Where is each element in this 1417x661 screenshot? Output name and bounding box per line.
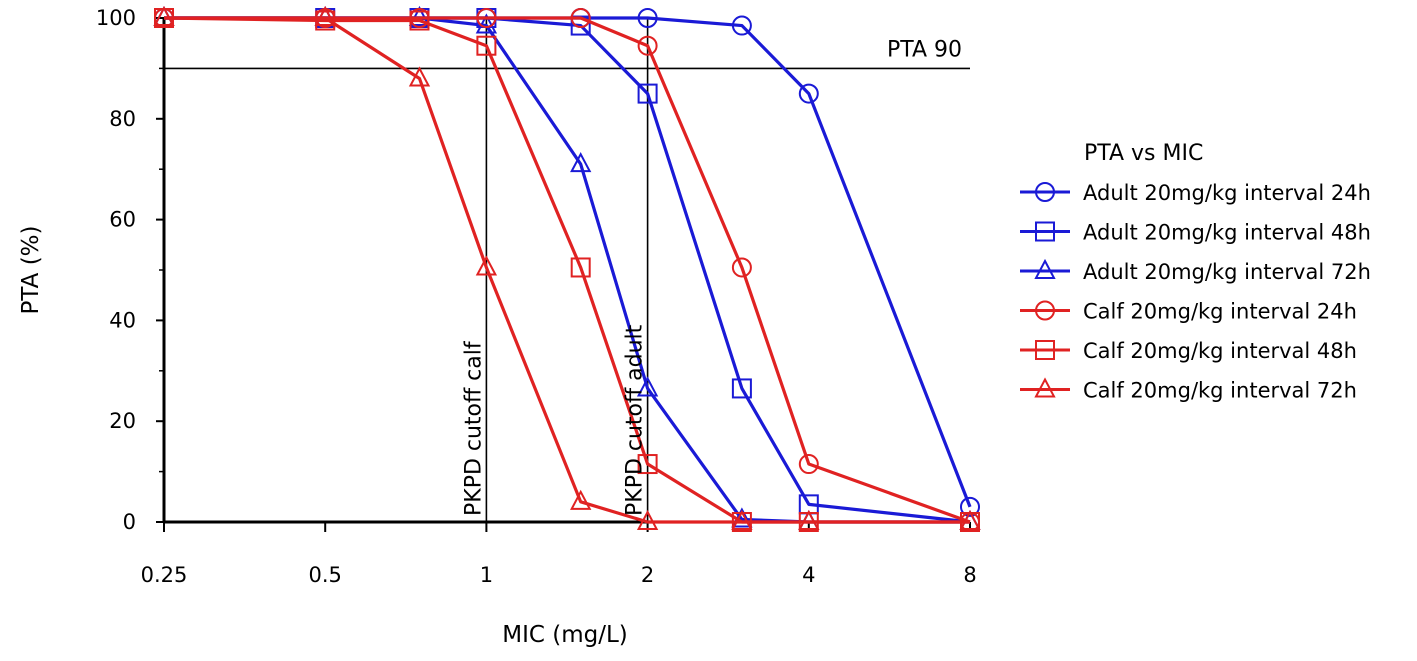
legend-swatch-marker (1035, 340, 1055, 360)
series-2 (153, 5, 981, 530)
legend-title: PTA vs MIC (1084, 141, 1203, 166)
data-point-circle (570, 8, 591, 28)
series-0 (154, 8, 980, 517)
y-axis-title: PTA (%) (18, 226, 44, 315)
legend-label: Calf 20mg/kg interval 48h (1083, 339, 1357, 363)
legend-swatch-marker (1034, 258, 1056, 279)
data-point-circle (798, 83, 819, 104)
data-point-circle (731, 15, 752, 36)
series-line (163, 16, 970, 524)
data-point-square (637, 83, 658, 104)
data-point-square (637, 454, 658, 475)
legend-item: Calf 20mg/kg interval 72h (1020, 377, 1357, 403)
series-4 (154, 8, 980, 532)
y-tick-label: 100 (96, 6, 136, 30)
legend-swatch-marker (1034, 377, 1056, 398)
legend-swatch-marker (1035, 182, 1055, 202)
series-layer (153, 5, 981, 532)
data-point-square (409, 10, 430, 31)
data-point-circle (637, 35, 658, 56)
series-line (164, 16, 970, 524)
legend-label: Adult 20mg/kg interval 48h (1083, 221, 1371, 245)
legend-item: Calf 20mg/kg interval 48h (1020, 339, 1357, 363)
legend-label: Calf 20mg/kg interval 72h (1083, 379, 1357, 403)
reference-label-pta90: PTA 90 (887, 37, 962, 62)
axes-layer: 0 20 40 60 80 100 0.25 0.5 1 2 4 8 MIC (mg/L) PTA (%) (18, 6, 977, 648)
data-point-triangle (314, 5, 336, 26)
legend-item: Adult 20mg/kg interval 48h (1020, 221, 1371, 245)
data-point-triangle (731, 509, 753, 530)
legend-item: Calf 20mg/kg interval 24h (1020, 300, 1357, 324)
legend-label: Adult 20mg/kg interval 24h (1083, 181, 1371, 205)
x-tick-label: 8 (963, 563, 976, 587)
data-point-circle (960, 496, 980, 517)
data-point-square (315, 10, 336, 31)
data-point-triangle (475, 13, 498, 34)
data-point-triangle (475, 255, 498, 276)
labels-layer: PTA 90 PKPD cutoff calf PKPD cutoff adult (461, 37, 962, 516)
data-point-circle (637, 8, 658, 28)
series-5 (153, 5, 981, 530)
x-tick-label: 0.5 (308, 563, 341, 587)
x-axis-title: MIC (mg/L) (502, 622, 628, 648)
data-point-triangle (570, 152, 592, 173)
legend-item: Adult 20mg/kg interval 24h (1020, 181, 1371, 205)
data-point-circle (476, 8, 497, 28)
legend-item: Adult 20mg/kg interval 72h (1020, 258, 1371, 284)
reference-label-cutoff-1: PKPD cutoff calf (461, 340, 486, 516)
series-line (164, 16, 971, 524)
y-tick-label: 0 (123, 510, 136, 534)
y-tick-label: 20 (109, 409, 136, 433)
data-point-circle (798, 454, 819, 475)
x-tick-label: 2 (641, 563, 654, 587)
x-tick-label: 4 (802, 563, 815, 587)
y-tick-label: 80 (109, 107, 136, 131)
y-tick-label: 40 (109, 308, 136, 332)
data-point-square (476, 35, 497, 56)
x-tick-label: 0.25 (141, 563, 188, 587)
legend-swatch-marker (1035, 300, 1055, 321)
series-3 (154, 8, 980, 532)
legend-swatch-marker (1035, 221, 1055, 242)
data-point-triangle (570, 489, 592, 510)
data-point-triangle (959, 509, 981, 530)
legend-label: Calf 20mg/kg interval 24h (1083, 300, 1357, 324)
data-point-circle (731, 257, 752, 278)
reference-label-cutoff-2: PKPD cutoff adult (623, 324, 648, 516)
legend-label: Adult 20mg/kg interval 72h (1083, 260, 1371, 284)
data-point-square (731, 378, 752, 399)
series-1 (154, 8, 980, 532)
data-point-triangle (636, 509, 659, 530)
series-line (164, 16, 972, 508)
data-point-triangle (153, 5, 175, 26)
series-line (164, 16, 970, 524)
data-point-triangle (798, 509, 820, 530)
y-tick-label: 60 (109, 208, 136, 232)
data-point-triangle (636, 376, 659, 397)
data-point-square (570, 257, 591, 278)
x-tick-label: 1 (480, 563, 493, 587)
reference-lines-layer (164, 18, 970, 522)
data-point-triangle (408, 66, 431, 87)
series-line (164, 16, 971, 524)
legend: PTA vs MIC Adult 20mg/kg interval 24h Adul… (1020, 141, 1371, 403)
